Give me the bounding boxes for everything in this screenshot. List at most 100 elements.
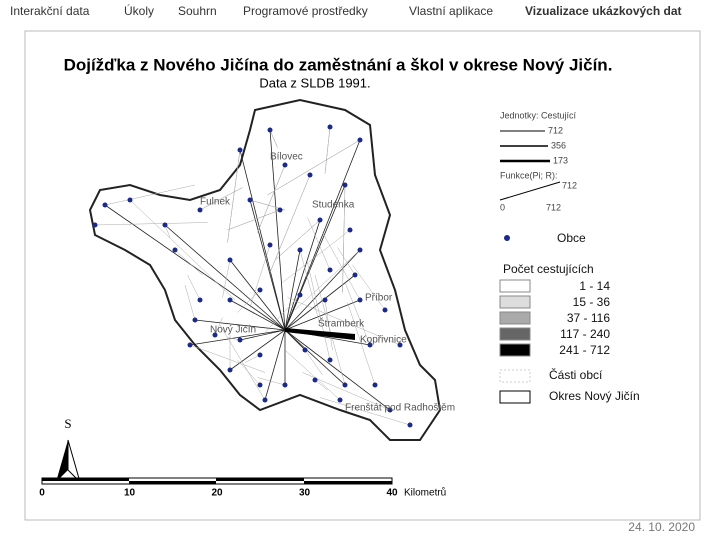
municipality: [227, 367, 233, 373]
legend-function-curve: [499, 181, 561, 201]
municipality: [297, 247, 303, 253]
scale-segment: [129, 481, 216, 484]
municipality: [282, 162, 288, 168]
flow-line: [164, 224, 286, 331]
scale-segment: [42, 478, 129, 481]
municipality: [327, 267, 333, 273]
boundary: [129, 199, 236, 301]
municipality: [347, 227, 353, 233]
boundary: [269, 129, 278, 148]
municipality: [127, 197, 133, 203]
scale-tick: 0: [39, 488, 45, 499]
boundary: [322, 232, 361, 301]
arrow-half: [56, 440, 68, 482]
boundary: [249, 244, 271, 308]
legend-swatch: [499, 369, 531, 383]
municipality: [227, 297, 233, 303]
place-label: Příbor: [365, 293, 393, 304]
place-label: Fulnek: [200, 197, 231, 208]
boundary: [274, 219, 321, 261]
place-label: Bílovec: [270, 152, 303, 163]
flow-line: [194, 319, 286, 331]
map-title: Dojížďka z Nového Jičína do zaměstnání a…: [64, 55, 613, 74]
municipality: [197, 207, 203, 213]
flow-line: [284, 274, 356, 331]
boundary: [184, 284, 196, 321]
scale-segment: [304, 481, 392, 484]
legend-width: 712: [548, 125, 563, 135]
municipality: [337, 397, 343, 403]
municipality: [172, 247, 178, 253]
municipality: [257, 382, 263, 388]
legend-class: 117 - 240: [560, 327, 610, 341]
legend-class: 241 - 712: [559, 343, 610, 357]
boundary: [269, 174, 311, 273]
nav-item[interactable]: Programové prostředky: [243, 4, 368, 18]
municipality: [397, 342, 403, 348]
scale-unit: Kilometrů: [404, 487, 446, 499]
legend-width: 173: [553, 155, 568, 165]
municipality: [277, 207, 283, 213]
boundary: [352, 264, 386, 311]
arrow-half: [67, 439, 82, 484]
municipality: [307, 172, 313, 178]
boundary: [307, 217, 331, 271]
boundary: [222, 259, 231, 298]
municipality: [267, 127, 273, 133]
boundary: [219, 324, 266, 401]
boundary: [284, 349, 341, 401]
scale-bar: Kilometrů 0 10 20 30 40: [39, 477, 446, 499]
municipality: [257, 352, 263, 358]
boundary: [287, 297, 401, 346]
flow-line: [229, 299, 286, 331]
municipality: [327, 124, 333, 130]
flow-line: [104, 204, 286, 331]
legend-district: Okres Nový Jičín: [549, 389, 640, 403]
municipality: [322, 297, 328, 303]
boundary: [104, 184, 196, 206]
legend-swatch: [499, 390, 531, 404]
flow-line: [229, 259, 286, 331]
legend: Jednotky: Cestující 712 356 173 Funkce(P…: [499, 110, 640, 404]
legend-units: Jednotky: Cestující: [500, 110, 577, 120]
legend-parts: Části obcí: [549, 367, 603, 382]
legend-municipalities: Obce: [557, 231, 586, 245]
municipality: [342, 182, 348, 188]
municipality: [257, 287, 263, 293]
boundary: [264, 294, 301, 333]
boundary: [189, 344, 266, 373]
boundary: [307, 262, 331, 361]
nav-item[interactable]: Souhrn: [178, 4, 217, 18]
legend-swatch: [499, 343, 531, 357]
nav-item[interactable]: Interakční data: [10, 4, 90, 18]
legend-dot: [504, 235, 510, 241]
municipality: [302, 347, 308, 353]
scale-segment: [216, 478, 304, 481]
boundary: [314, 379, 328, 391]
boundary: [94, 222, 208, 226]
nav-item[interactable]: Úkoly: [124, 3, 154, 18]
legend-width: 356: [551, 140, 566, 150]
boundary: [299, 249, 321, 326]
nav-item-active[interactable]: Vizualizace ukázkových dat: [525, 4, 682, 18]
municipality: [282, 382, 288, 388]
flow-line: [239, 329, 286, 341]
municipality: [237, 337, 243, 343]
flow-line: [229, 329, 286, 371]
legend-swatch: [499, 311, 531, 325]
boundary: [342, 184, 346, 293]
boundary: [187, 274, 201, 301]
municipality: [387, 407, 393, 413]
legend-classes-title: Počet cestujících: [503, 262, 594, 276]
scale-tick: 30: [299, 488, 311, 499]
legend-function: Funkce(Pi; R):: [500, 170, 558, 180]
municipality: [312, 377, 318, 383]
nav-item[interactable]: Vlastní aplikace: [409, 4, 493, 18]
municipality: [317, 217, 323, 223]
flow-line: [239, 149, 286, 331]
boundary: [337, 247, 356, 276]
flow-line: [284, 139, 361, 331]
boundary: [214, 317, 223, 336]
boundary: [244, 354, 261, 363]
